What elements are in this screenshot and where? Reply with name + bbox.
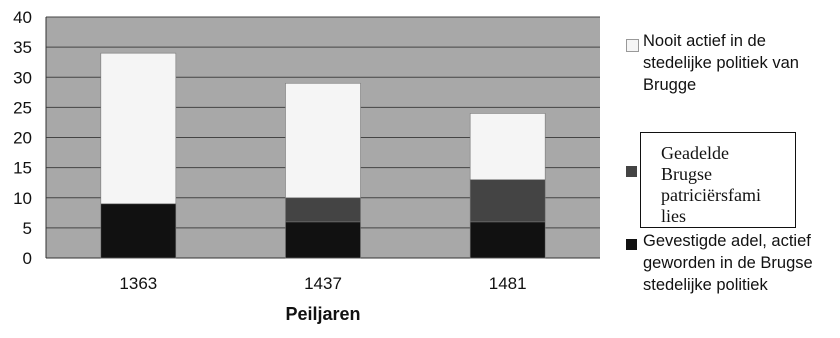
bar-segment-1363-series-0 xyxy=(100,203,177,259)
x-axis-title: Peiljaren xyxy=(285,304,360,324)
legend-label-never-active: Nooit actief in de stedelijke politiek v… xyxy=(643,30,838,96)
legend-swatch-ennobled xyxy=(626,166,637,177)
y-tick-label: 35 xyxy=(13,38,32,57)
legend-line: Brugge xyxy=(643,76,697,94)
legend-line: Gevestigde adel, actief xyxy=(643,232,811,250)
y-tick-label: 25 xyxy=(13,98,32,117)
x-tick-label: 1437 xyxy=(304,274,342,293)
x-tick-label: 1481 xyxy=(489,274,527,293)
x-tick-label: 1363 xyxy=(119,274,157,293)
legend-label-ennobled: Geadelde Brugse patriciërsfami lies xyxy=(661,141,761,228)
bar-segment-1437-series-2 xyxy=(285,82,361,199)
bar-segment-1481-series-2 xyxy=(469,113,546,180)
legend-swatch-established-nobility xyxy=(626,239,637,250)
y-tick-label: 20 xyxy=(13,129,32,148)
plot-area: 0 5 10 15 20 25 30 35 40 1363 1437 1481 xyxy=(13,8,600,293)
y-tick-label: 0 xyxy=(23,249,32,268)
legend-line: Nooit actief in de xyxy=(643,32,766,50)
legend-swatch-never-active xyxy=(626,39,639,52)
legend-line: lies xyxy=(661,206,686,226)
bar-segment-1437-series-0 xyxy=(285,221,361,259)
y-tick-label: 30 xyxy=(13,68,32,87)
stacked-bar-chart: 0 5 10 15 20 25 30 35 40 1363 1437 1481 Peiljaren xyxy=(13,8,600,324)
legend-line: stedelijke politiek xyxy=(643,276,768,294)
legend-line: stedelijke politiek van xyxy=(643,54,799,72)
legend-line: Brugse xyxy=(661,164,712,184)
legend-line: patriciërsfami xyxy=(661,185,761,205)
legend-line: geworden in de Brugse xyxy=(643,254,813,272)
y-tick-label: 10 xyxy=(13,189,32,208)
legend-label-established-nobility: Gevestigde adel, actief geworden in de B… xyxy=(643,230,840,296)
y-tick-label: 15 xyxy=(13,159,32,178)
bar-segment-1481-series-0 xyxy=(469,221,546,259)
bar-segment-1437-series-1 xyxy=(285,197,361,223)
legend-line: Geadelde xyxy=(661,143,729,163)
legend-label-box-ennobled: Geadelde Brugse patriciërsfami lies xyxy=(640,132,796,228)
y-tick-label: 40 xyxy=(13,8,32,27)
bar-segment-1363-series-2 xyxy=(100,52,177,205)
bar-segment-1481-series-1 xyxy=(469,179,546,223)
y-tick-label: 5 xyxy=(23,219,32,238)
